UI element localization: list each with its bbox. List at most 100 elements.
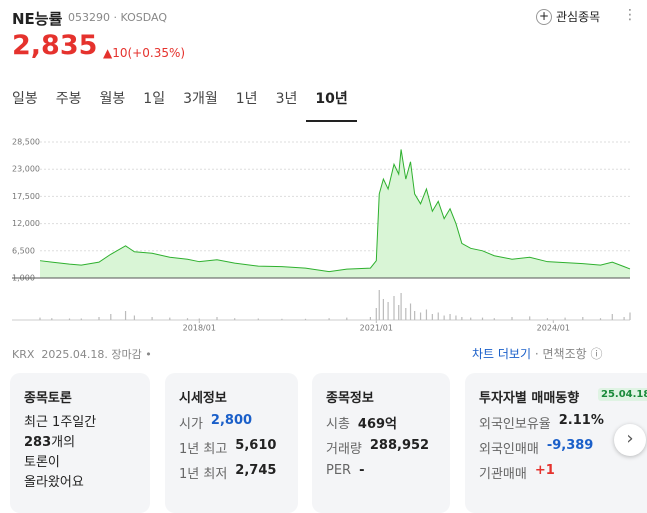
volume-bar [449,314,451,320]
count: 283 [24,435,52,450]
tab[interactable]: 월봉 [99,91,126,107]
area [40,149,630,278]
volume-bar [546,318,548,320]
text: 최근 1주일간 [24,415,97,430]
volume-bar [378,290,380,320]
volume-bar [493,318,495,320]
volume-bar [304,318,307,320]
stock-name: NE능률 [12,10,63,28]
volume-bar [198,318,200,320]
x-tick-label: 2021/01 [360,324,393,333]
tab[interactable]: 3년 [275,91,298,107]
row-label: 시가 [179,417,203,432]
volume-bar [461,317,463,320]
row-value: 2,800 [210,413,253,428]
more-link[interactable]: 차트 더보기 [472,347,532,361]
row-label: 외국인매매 [479,442,539,457]
volume-bar [133,315,135,320]
volume-bar [481,317,484,320]
favorite-label: 관심종목 [556,10,601,24]
volume-bar [369,317,371,320]
card-title: 시세정보 [179,391,227,406]
volume-bar [599,318,602,320]
code: 053290 [68,11,110,24]
info-card[interactable]: 종목정보 시총 469억 거래량 288,952 PER - [312,373,450,513]
chart-links: 차트 더보기 · 면책조항 ⓘ [472,347,603,361]
volume-bar [409,303,412,320]
stock-code: 053290 · KOSDAQ [68,11,168,24]
market: KOSDAQ [120,11,168,24]
volume-bar [281,318,283,320]
volume-bar [387,302,389,320]
volume-bar [124,311,127,320]
next-button[interactable]: › [614,424,646,456]
volume-bar [437,312,439,320]
volume-bar [470,317,472,320]
state: 장마감 [111,348,142,361]
price-line [39,149,631,273]
discussion-text: 최근 1주일간 283개의 토론이 올라왔어요 [24,413,96,493]
row-label: 외국인보유율 [479,417,551,432]
volume-bar [80,318,82,320]
tab[interactable]: 1일 [143,91,166,107]
volume-bar [234,318,236,320]
date-badge: 25.04.18 [598,388,647,401]
tab[interactable]: 3개월 [183,91,218,107]
row-label: 기관매매 [479,467,527,482]
volume-bar [257,318,259,320]
disclaimer[interactable]: 면책조항 [542,347,587,361]
text: 개의 [51,435,76,450]
volume-bar [98,317,100,320]
row-value: - [359,463,365,478]
volume-bar [455,315,457,320]
volume-bar [393,296,395,320]
volume-bar [400,293,402,320]
favorite-button[interactable]: + 관심종목 [536,8,600,25]
investor-card[interactable]: 투자자별 매매동향 25.04.18 외국인보유율 2.11% 외국인매매 -9,389… [465,373,647,513]
row-value: 2,745 [235,463,277,478]
y-tick-label: 12,000 [12,219,40,228]
volume-bar [611,314,613,320]
volume-bar [623,317,625,320]
change-value: 10(+0.35%) [112,46,186,60]
volume-bar [529,316,531,320]
volume-bar [151,317,153,320]
change: ▲10(+0.35%) [103,46,186,60]
card-title: 종목토론 [24,391,72,406]
chart: 28,50023,00017,50012,0006,5001,0002018/0… [12,138,631,333]
discussion-card[interactable]: 종목토론 최근 1주일간 283개의 토론이 올라왔어요 [10,373,150,513]
tab[interactable]: 일봉 [12,91,38,107]
volume-bar [39,317,41,320]
info-row: 기관매매 +1 [479,463,555,482]
info-row: PER - [326,463,365,478]
text: 토론이 [24,455,60,470]
row-label: 시총 [326,417,350,432]
volume-bar [68,318,71,320]
volume-bar [346,317,348,320]
info-row: 1년 최고 5,610 [179,438,276,457]
row-value: 288,952 [369,438,430,453]
tab[interactable]: 주봉 [55,91,82,107]
volume-bar [51,318,53,320]
volume-bar [629,312,631,320]
volume-bar [419,312,422,320]
menu[interactable]: ⋮ [623,7,637,23]
info-row: 거래량 288,952 [326,438,429,457]
row-value: 5,610 [235,438,277,453]
volume-bar [375,308,377,320]
tab[interactable]: 10년 [306,88,357,122]
volume-bar [186,318,189,320]
row-label: 1년 최고 [179,442,228,457]
tabs: 일봉 주봉 월봉 1일 3개월 1년 3년 10년 [12,88,357,122]
info-row: 시가 2,800 [179,413,252,432]
volume-bar [328,318,330,320]
volume-bar [216,317,218,320]
y-tick-label: 17,500 [12,192,40,201]
price: 2,835 [12,30,98,61]
info-row: 1년 최저 2,745 [179,463,276,482]
tab[interactable]: 1년 [235,91,258,107]
x-tick-label: 2024/01 [537,324,570,333]
volume-bar [110,314,112,320]
